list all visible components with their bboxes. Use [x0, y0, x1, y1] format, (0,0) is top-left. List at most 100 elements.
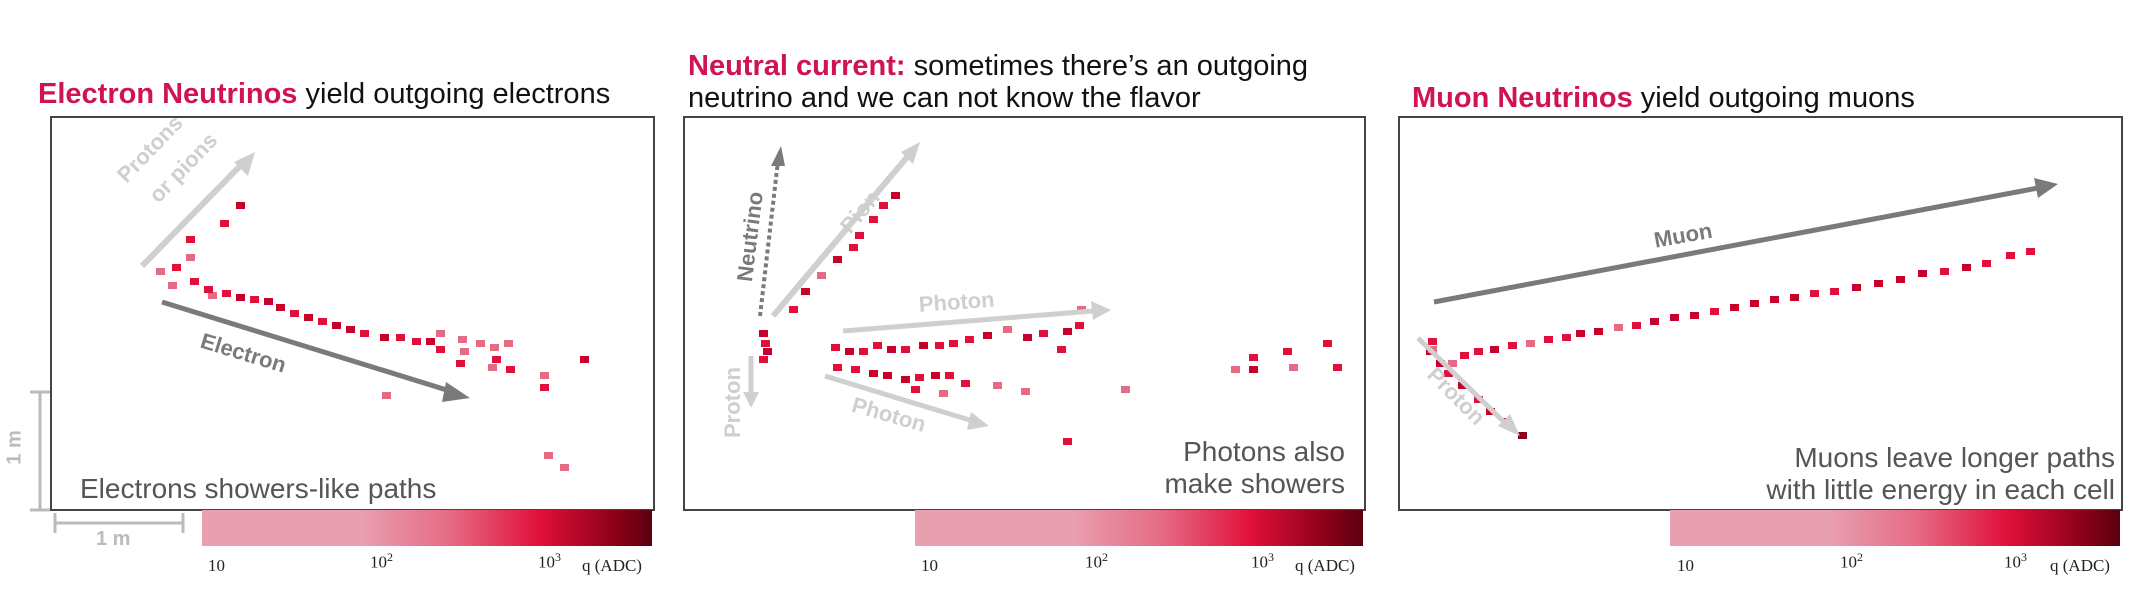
detector-hit [208, 292, 217, 299]
detector-hit [204, 286, 213, 293]
detector-hit [346, 326, 355, 333]
panel3-caption: Muons leave longer paths with little ene… [1690, 442, 2115, 506]
detector-hit [919, 342, 928, 349]
detector-hit [1474, 348, 1483, 355]
detector-hit [1249, 354, 1258, 361]
detector-hit [1063, 328, 1072, 335]
detector-hit [488, 364, 497, 371]
detector-hit [1057, 346, 1066, 353]
detector-hit [939, 390, 948, 397]
detector-hit [540, 372, 549, 379]
detector-hit [412, 338, 421, 345]
detector-hit [859, 348, 868, 355]
detector-hit [1023, 334, 1032, 341]
detector-hit [1436, 360, 1445, 367]
panel1-title-rest: yield outgoing electrons [297, 78, 611, 110]
cb1-tick-1000-exp: 3 [555, 550, 561, 564]
detector-hit [961, 380, 970, 387]
detector-hit [560, 464, 569, 471]
detector-hit [1562, 334, 1571, 341]
panel1-frame [50, 116, 655, 511]
colorbar-3 [1670, 510, 2120, 546]
detector-hit [1982, 260, 1991, 267]
detector-hit [1428, 338, 1437, 345]
detector-hit [1810, 290, 1819, 297]
detector-hit [396, 334, 405, 341]
cb1-tick-100-base: 10 [370, 552, 387, 572]
detector-hit [869, 370, 878, 377]
panel3-event [1416, 178, 2058, 439]
detector-hit [332, 322, 341, 329]
detector-hit [993, 382, 1002, 389]
detector-hit [1039, 330, 1048, 337]
detector-hit [476, 340, 485, 347]
detector-hit [759, 356, 768, 363]
detector-hit [172, 264, 181, 271]
detector-hit [304, 314, 313, 321]
detector-hit [1730, 304, 1739, 311]
detector-hit [873, 342, 882, 349]
detector-hit [456, 360, 465, 367]
detector-hit [1231, 366, 1240, 373]
detector-hit [931, 372, 940, 379]
detector-hit [360, 330, 369, 337]
detector-hit [544, 452, 553, 459]
protons-arrow [139, 152, 255, 269]
panel2-caption-line1: Photons also [1183, 436, 1345, 467]
detector-hit [945, 372, 954, 379]
detector-hit [1874, 280, 1883, 287]
panel2-event [743, 142, 1342, 445]
detector-hit [1460, 352, 1469, 359]
detector-hit [1333, 364, 1342, 371]
panel2-frame [683, 116, 1366, 511]
proton-arrow-panel3 [1416, 336, 1520, 436]
detector-hit [156, 268, 165, 275]
cb1-unit: q (ADC) [582, 556, 642, 575]
detector-hit [817, 272, 826, 279]
detector-hit [763, 348, 772, 355]
detector-hit [1323, 340, 1332, 347]
detector-hit [1508, 342, 1517, 349]
detector-hit [436, 346, 445, 353]
detector-hit [2026, 248, 2035, 255]
panel1-event [139, 152, 589, 471]
detector-hit [1918, 270, 1927, 277]
detector-hit [1852, 284, 1861, 291]
cb3-tick-1000: 103 [2004, 550, 2027, 573]
cb1-tick-10: 10 [208, 556, 225, 575]
detector-hit [264, 298, 273, 305]
detector-hit [789, 306, 798, 313]
cb2-unit: q (ADC) [1295, 556, 1355, 575]
detector-hit [458, 336, 467, 343]
detector-hit [801, 288, 810, 295]
cb1-tick-1000: 103 [538, 550, 561, 573]
detector-hit [891, 192, 900, 199]
cb1-tick-100: 102 [370, 550, 393, 573]
cb3-tick-100-base: 10 [1840, 552, 1857, 572]
detector-hit [851, 366, 860, 373]
detector-hit [833, 364, 842, 371]
panel3-title-rest: yield outgoing muons [1632, 82, 1915, 114]
detector-hit [887, 346, 896, 353]
photon-upper-label: Photon [918, 286, 996, 317]
panel2-hits [759, 192, 1342, 445]
detector-hit [504, 340, 513, 347]
detector-hit [1770, 296, 1779, 303]
cb2-tick-1000: 103 [1251, 550, 1274, 573]
panel1-title-highlight: Electron Neutrinos [38, 78, 298, 110]
panel2-title: Neutral current: sometimes there’s an ou… [688, 50, 1308, 114]
detector-hit [490, 344, 499, 351]
detector-hit [1962, 264, 1971, 271]
detector-hit [1790, 294, 1799, 301]
detector-hit [190, 278, 199, 285]
detector-hit [915, 374, 924, 381]
photon-arrow-lower [824, 373, 989, 430]
detector-hit [1021, 388, 1030, 395]
detector-hit [901, 376, 910, 383]
cb3-tick-100: 102 [1840, 550, 1863, 573]
cb3-unit: q (ADC) [2050, 556, 2110, 575]
detector-hit [911, 386, 920, 393]
detector-hit [250, 296, 259, 303]
detector-hit [276, 304, 285, 311]
cb3-tick-1000-exp: 3 [2021, 550, 2027, 564]
